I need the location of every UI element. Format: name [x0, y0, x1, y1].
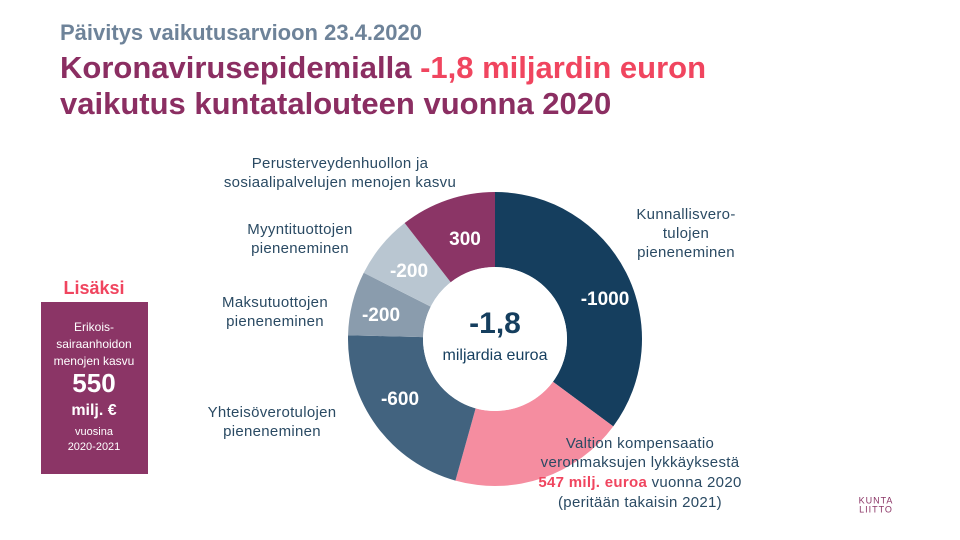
category-label: veronmaksujen lykkäyksestä	[541, 454, 740, 471]
side-line: Erikois-	[74, 320, 114, 334]
category-label: pieneneminen	[223, 423, 321, 440]
category-label: Yhteisöverotulojen	[208, 404, 337, 421]
value-label: 547 milj. euroa	[538, 474, 647, 491]
category-label: Perusterveydenhuollon ja	[252, 155, 429, 172]
donut-hole	[423, 267, 567, 411]
donut-segment	[455, 381, 614, 487]
side-line: menojen kasvu	[54, 354, 135, 368]
category-label: Maksutuottojen	[222, 294, 328, 311]
donut-segment	[348, 272, 431, 338]
side-value: 550	[72, 368, 115, 398]
donut-segment	[363, 223, 451, 307]
category-label: Valtion kompensaatio	[566, 435, 714, 452]
value-annotation: 547 milj. euroa vuonna 2020	[538, 474, 741, 491]
category-label: pieneneminen	[226, 313, 324, 330]
category-label: pieneneminen	[637, 244, 735, 261]
side-period: vuosina	[75, 426, 114, 438]
category-label: Kunnallisvero-	[636, 206, 735, 223]
logo: LIITTO	[859, 504, 893, 514]
logo: KUNTA	[859, 495, 894, 505]
donut-segment	[495, 192, 643, 427]
value-label: -200	[362, 305, 400, 326]
note: vuonna 2020	[652, 474, 742, 491]
title-highlight: -1,8 miljardin euron	[420, 50, 706, 85]
side-box	[41, 302, 148, 474]
title-line: vaikutus kuntatalouteen vuonna 2020	[60, 86, 611, 121]
donut-segment	[347, 335, 476, 481]
category-label: Myyntituottojen	[247, 221, 352, 238]
note: (peritään takaisin 2021)	[558, 494, 722, 511]
value-label: -1000	[581, 289, 630, 310]
category-label: sosiaalipalvelujen menojen kasvu	[224, 174, 456, 191]
side-unit: milj. €	[71, 402, 116, 419]
side-period: 2020-2021	[68, 441, 121, 453]
donut-segment	[404, 192, 495, 283]
value-label: 300	[449, 229, 481, 250]
side-line: sairaanhoidon	[56, 337, 131, 351]
title-part: Koronavirusepidemialla	[60, 50, 420, 85]
kicker: Päivitys vaikutusarvioon 23.4.2020	[60, 20, 422, 45]
value-label: -200	[390, 261, 428, 282]
category-label: tulojen	[663, 225, 709, 242]
center-value: -1,8	[469, 307, 521, 340]
value-label: -600	[381, 389, 419, 410]
center-label: miljardia euroa	[443, 347, 548, 364]
side-heading: Lisäksi	[63, 278, 124, 298]
title: Koronavirusepidemialla -1,8 miljardin eu…	[60, 50, 706, 85]
category-label: pieneneminen	[251, 240, 349, 257]
